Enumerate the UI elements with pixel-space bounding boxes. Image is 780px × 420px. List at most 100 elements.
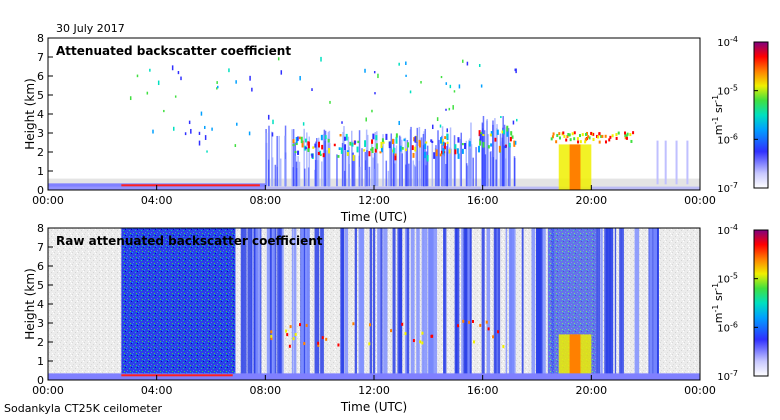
y-tick-label: 6 — [37, 70, 44, 83]
noise-column — [634, 228, 640, 380]
cloud-cell — [294, 333, 297, 337]
backscatter-column — [426, 145, 429, 187]
backscatter-column — [364, 170, 367, 187]
x-tick-label: 08:00 — [249, 384, 281, 397]
cloud-cell — [442, 141, 445, 146]
sparse-echo — [341, 121, 343, 124]
y-tick-label: 5 — [37, 279, 44, 292]
sparse-echo — [188, 120, 191, 125]
backscatter-column — [343, 170, 346, 187]
cloud-cell — [305, 323, 308, 327]
cloud-cell — [442, 148, 445, 155]
cloud-cell — [301, 140, 304, 148]
cloud-cell — [421, 341, 424, 345]
x-tick-label: 12:00 — [358, 194, 390, 207]
cloud-cell — [345, 133, 348, 141]
cloud-cell — [511, 135, 514, 139]
cloud-cell — [300, 136, 303, 144]
cloud-cell — [286, 333, 289, 337]
panel-attenuated-backscatter: 00:00 04:00 08:00 12:00 16:00 20:00 00:0001234… — [23, 32, 716, 224]
noise-column — [300, 228, 303, 380]
noise-column — [463, 228, 467, 380]
noise-column — [604, 228, 607, 380]
cloud-cell — [571, 132, 574, 136]
colorbar-tick-label: 10-6 — [717, 132, 738, 146]
cloud-cell — [424, 143, 427, 150]
backscatter-column — [327, 131, 330, 187]
noise-column — [358, 228, 362, 380]
backscatter-column — [499, 133, 502, 187]
y-tick-label: 4 — [37, 108, 44, 121]
sparse-echo — [163, 109, 165, 113]
cloud-cell — [327, 138, 330, 143]
noise-column — [621, 228, 623, 380]
x-tick-label: 00:00 — [32, 384, 64, 397]
cloud-cell — [588, 136, 591, 140]
noise-column — [399, 228, 403, 380]
backscatter-column — [656, 140, 659, 185]
cloud-cell — [395, 133, 398, 138]
cloud-cell — [375, 135, 378, 141]
noise-column — [421, 228, 424, 380]
cloud-cell — [343, 136, 346, 141]
backscatter-column — [370, 140, 373, 187]
backscatter-column — [344, 150, 347, 187]
backscatter-column — [385, 160, 388, 187]
backscatter-column — [298, 161, 301, 187]
sparse-echo — [251, 87, 253, 92]
cloud-cell — [457, 153, 460, 159]
sparse-echo — [446, 128, 448, 133]
cloud-cell — [586, 131, 589, 135]
backscatter-column — [373, 168, 375, 187]
backscatter-column — [341, 142, 344, 187]
cloud-cell — [375, 143, 378, 150]
backscatter-column — [486, 121, 488, 187]
panel-raw-attenuated-backscatter: 00:00 04:00 08:00 12:00 16:00 20:00 00:0001234… — [23, 222, 716, 414]
cloud-cell — [551, 135, 554, 139]
backscatter-column — [513, 157, 516, 187]
cloud-cell — [307, 147, 310, 152]
y-tick-label: 1 — [37, 165, 44, 178]
noise-column — [270, 228, 275, 380]
backscatter-column — [450, 148, 453, 187]
backscatter-column — [435, 145, 437, 187]
cloud-cell — [604, 134, 607, 138]
backscatter-column — [459, 138, 462, 187]
noise-column — [344, 228, 349, 380]
cloud-cell — [346, 152, 349, 156]
backscatter-column — [504, 158, 507, 187]
cloud-cell — [506, 125, 509, 132]
cloud-cell — [294, 150, 297, 154]
sparse-echo — [480, 84, 483, 88]
cloud-cell — [615, 136, 618, 140]
noise-column — [410, 228, 415, 380]
cloud-cell — [555, 140, 558, 144]
y-tick-label: 6 — [37, 260, 44, 273]
sparse-echo — [216, 87, 218, 90]
cloud-cell — [307, 141, 310, 149]
cloud-cell — [440, 150, 443, 155]
sparse-echo — [374, 92, 376, 95]
noise-column — [369, 228, 373, 380]
cloud-cell — [503, 129, 506, 135]
sparse-echo — [500, 116, 502, 119]
backscatter-column — [504, 134, 506, 187]
noise-column — [493, 228, 497, 380]
cloud-cell — [487, 327, 490, 331]
noise-column — [360, 228, 365, 380]
backscatter-column — [482, 128, 484, 187]
x-tick-label: 08:00 — [249, 194, 281, 207]
backscatter-column — [470, 122, 472, 187]
sparse-echo — [302, 122, 305, 126]
sparse-echo — [371, 109, 373, 113]
backscatter-column — [404, 137, 407, 187]
backscatter-column — [376, 163, 379, 187]
cloud-cell — [288, 344, 291, 348]
cloud-cell — [317, 151, 320, 156]
backscatter-column — [389, 145, 391, 187]
cloud-cell — [338, 147, 341, 150]
cloud-cell — [509, 136, 512, 142]
cloud-cell — [578, 134, 581, 138]
backscatter-column — [496, 124, 498, 187]
colorbar-unit: m-1 sr-1 — [711, 283, 725, 323]
